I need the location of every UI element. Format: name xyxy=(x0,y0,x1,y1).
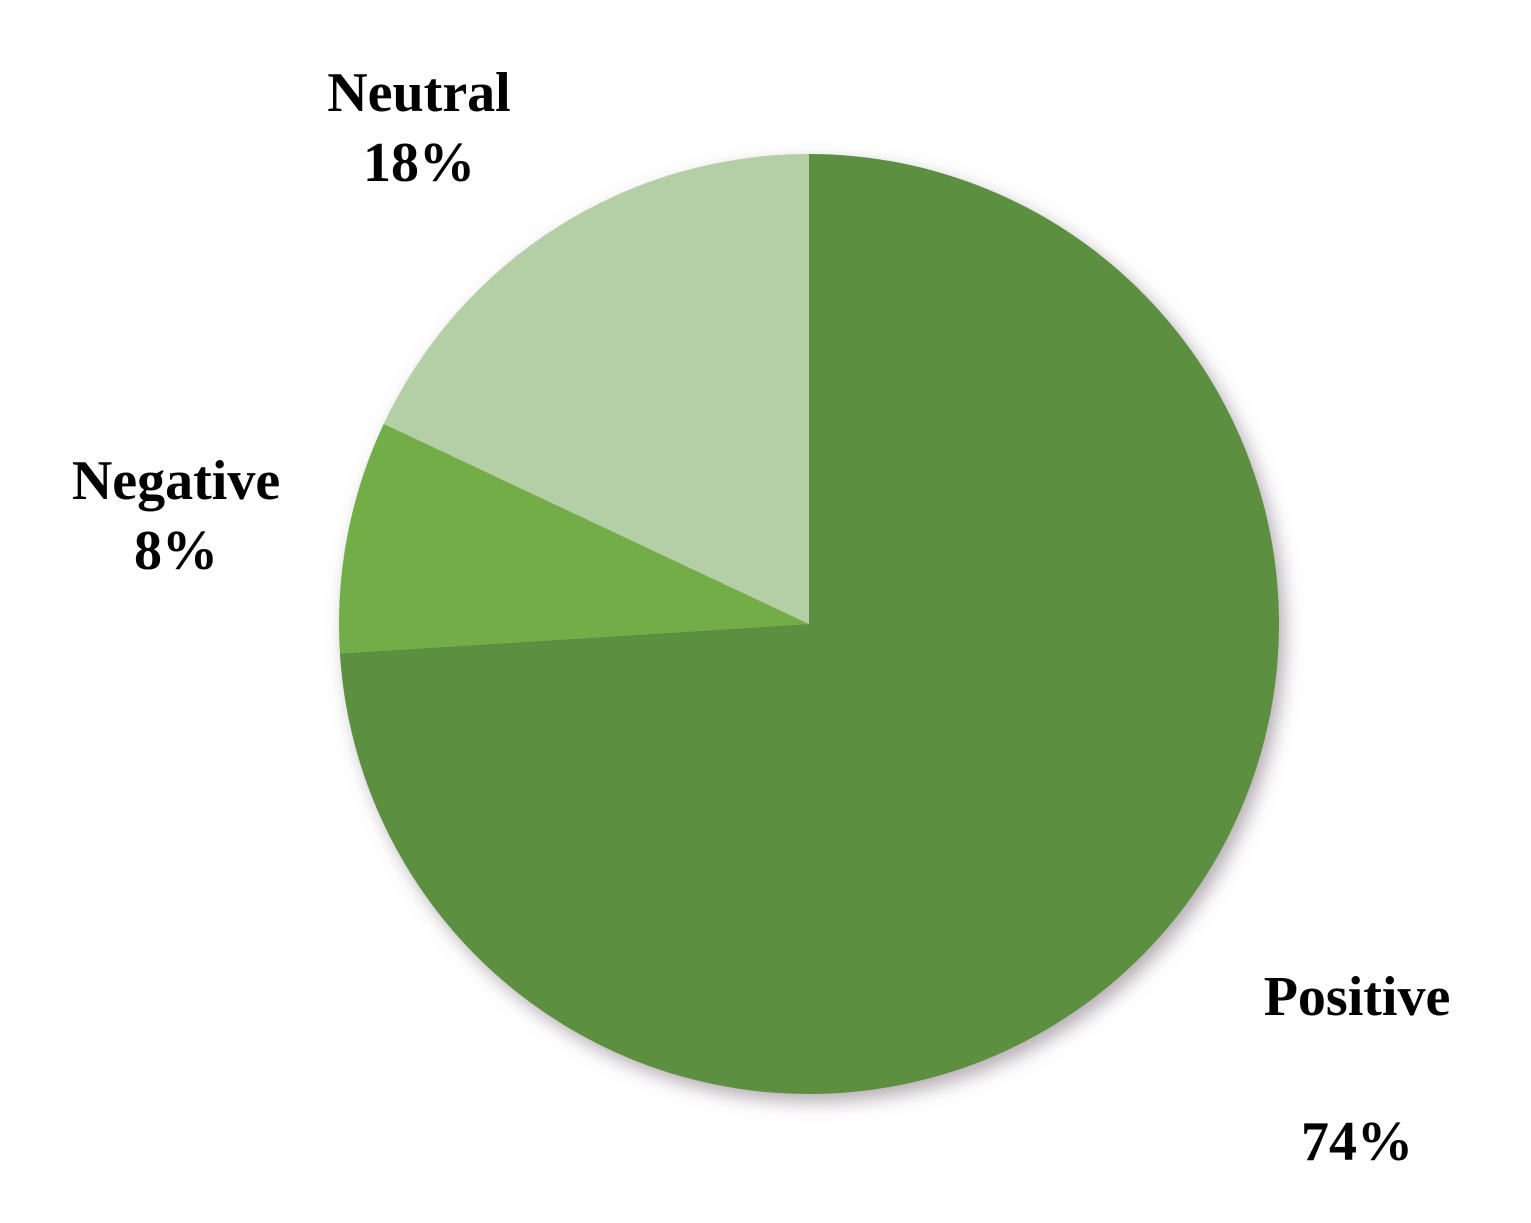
label-positive-value: 74% xyxy=(1301,1111,1413,1173)
label-negative-name: Negative xyxy=(72,450,280,512)
label-neutral-name: Neutral xyxy=(327,62,511,124)
label-negative-value: 8% xyxy=(134,520,218,582)
pie-slices xyxy=(339,154,1280,1095)
slice-labels: Positive 74% Negative 8% Neutral 18% xyxy=(72,62,1450,1173)
label-neutral-value: 18% xyxy=(363,132,475,194)
slice-negative xyxy=(339,423,809,654)
slice-neutral xyxy=(383,154,809,624)
label-positive-name: Positive xyxy=(1264,966,1451,1028)
slice-positive xyxy=(339,154,1280,1095)
